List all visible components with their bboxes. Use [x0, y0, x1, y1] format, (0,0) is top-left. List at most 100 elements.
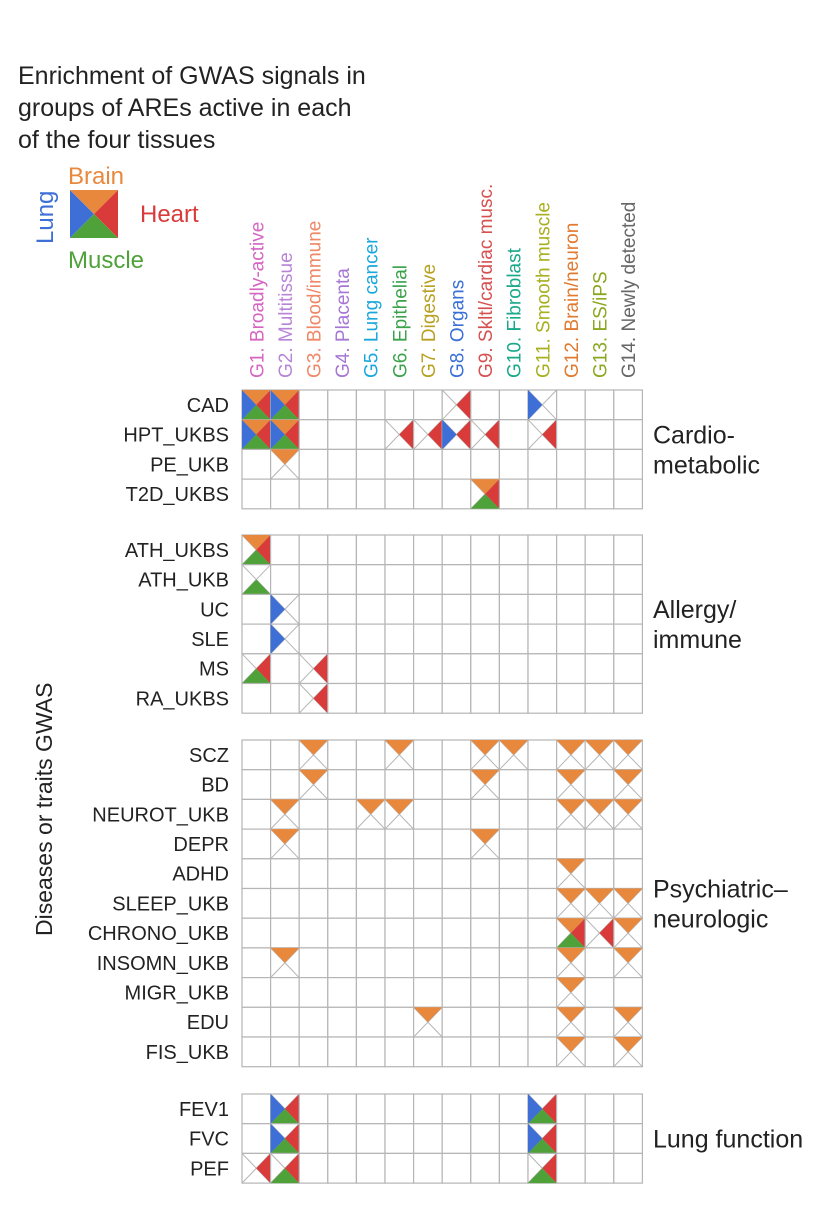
- triangle-heart: [542, 419, 557, 450]
- column-label-g8: G8. Organs: [448, 280, 469, 378]
- triangle-brain: [585, 799, 614, 815]
- cell-box: [470, 1123, 500, 1154]
- row-label: PEF: [190, 1158, 229, 1180]
- heatmap-cell: [470, 623, 500, 655]
- heatmap-cell: [441, 1006, 472, 1038]
- cell-box: [555, 1093, 586, 1125]
- cell-box: [413, 917, 443, 949]
- cell-box: [241, 976, 272, 1008]
- cell-box: [241, 682, 272, 714]
- heatmap-cell: [555, 828, 586, 860]
- triangle-brain: [613, 740, 643, 755]
- heatmap-cell: [355, 389, 386, 421]
- heatmap-cell: [270, 448, 300, 480]
- heatmap-cell: [384, 1093, 415, 1125]
- cell-box: [327, 682, 357, 714]
- column-label-g7: G7. Digestive: [419, 264, 440, 378]
- cell-box: [584, 1093, 615, 1125]
- heatmap-cell: [270, 623, 300, 655]
- triangle-brain: [613, 918, 643, 934]
- heatmap-cell: [241, 828, 272, 860]
- triangle-heart: [256, 419, 271, 450]
- heatmap-cell: [527, 419, 558, 451]
- heatmap-cell: [270, 593, 300, 625]
- triangle-muscle: [242, 668, 271, 684]
- heatmap-cell: [527, 976, 558, 1008]
- cell-box: [241, 1006, 272, 1038]
- triangle-brain: [556, 1007, 586, 1023]
- heatmap-cell: [241, 947, 272, 979]
- heatmap-cell: [527, 389, 558, 421]
- heatmap-cell: [613, 1006, 643, 1038]
- heatmap-cell: [470, 564, 500, 596]
- heatmap-cell: [241, 1093, 272, 1125]
- heatmap-cell: [327, 389, 357, 421]
- cell-box: [355, 769, 386, 801]
- heatmap-cell: [441, 976, 472, 1008]
- heatmap-cell: [555, 798, 586, 830]
- heatmap-cell: [555, 1006, 586, 1038]
- heatmap-cell: [270, 917, 300, 949]
- cell-box: [555, 828, 586, 860]
- column-label-g9: G9. Skltl/cardiac musc.: [476, 184, 497, 378]
- heatmap-cell: [384, 917, 415, 949]
- triangle-brain: [613, 1037, 643, 1052]
- heatmap-cell: [241, 1123, 272, 1154]
- cell-box: [355, 419, 386, 451]
- cell-box: [470, 798, 500, 830]
- heatmap-cell: [527, 593, 558, 625]
- heatmap-cell: [470, 682, 500, 714]
- heatmap-cell: [298, 1036, 329, 1068]
- cell-box: [355, 478, 386, 510]
- heatmap-cell: [527, 564, 558, 596]
- cell-box: [355, 448, 386, 480]
- heatmap-cell: [584, 1036, 615, 1068]
- cell-box: [413, 478, 443, 510]
- heatmap-cell: [613, 1152, 643, 1184]
- cell-box: [270, 769, 300, 801]
- heatmap-cell: [441, 682, 472, 714]
- triangle-brain: [556, 947, 586, 963]
- heatmap-cell: [613, 389, 643, 421]
- column-label-g13: G13. ES/iPS: [591, 271, 612, 378]
- cell-box: [384, 682, 415, 714]
- heatmap-cell: [327, 917, 357, 949]
- row-label: SLEEP_UKB: [112, 893, 229, 915]
- legend-label-lung: Lung: [32, 191, 59, 244]
- cell-diagonal: [298, 769, 329, 800]
- heatmap-cell: [498, 478, 529, 510]
- cell-box: [584, 653, 615, 685]
- heatmap-cell: [327, 534, 357, 566]
- column-label-g10: G10. Fibroblast: [505, 247, 526, 378]
- heatmap-cell: [441, 1152, 472, 1184]
- cell-box: [555, 448, 586, 480]
- heatmap-cell: [327, 739, 357, 771]
- heatmap-cell: [384, 478, 415, 510]
- heatmap-cell: [441, 1036, 472, 1068]
- triangle-brain: [270, 947, 300, 963]
- cell-box: [613, 534, 643, 566]
- cell-diagonal: [470, 739, 500, 771]
- heatmap-cell: [613, 419, 643, 451]
- cell-box: [327, 798, 357, 830]
- heatmap-cell: [355, 1152, 386, 1184]
- cell-box: [355, 739, 386, 771]
- cell-box: [584, 478, 615, 510]
- column-label-g11: G11. Smooth muscle: [533, 202, 554, 378]
- heatmap-cell: [498, 389, 529, 421]
- heatmap-cell: [613, 1036, 643, 1068]
- cell-box: [327, 1152, 357, 1184]
- heatmap-cell: [613, 769, 643, 801]
- heatmap-cell: [241, 653, 272, 685]
- heatmap-cell: [327, 1006, 357, 1038]
- heatmap-cell: [270, 887, 300, 919]
- heatmap-cell: [298, 1093, 329, 1125]
- heatmap-cell: [298, 653, 329, 685]
- triangle-brain: [613, 1007, 643, 1023]
- y-axis-label: Diseases or traits GWAS: [31, 683, 57, 936]
- cell-box: [613, 858, 643, 890]
- heatmap-cell: [470, 976, 500, 1008]
- cell-box: [527, 828, 558, 860]
- cell-box: [470, 593, 500, 625]
- heatmap-cell: [555, 623, 586, 655]
